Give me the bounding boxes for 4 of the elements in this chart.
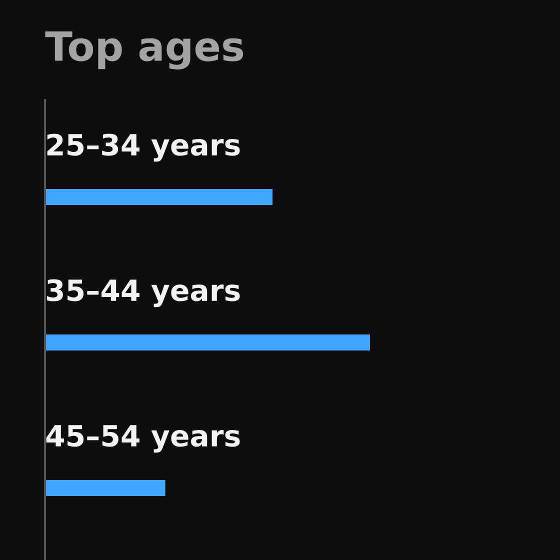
y-tick-label: 35–44 years xyxy=(46,279,240,308)
y-tick-label: 45–54 years xyxy=(46,425,240,453)
y-tick-label: 25–34 years xyxy=(47,134,240,162)
chart-title: Top ages xyxy=(45,31,244,70)
